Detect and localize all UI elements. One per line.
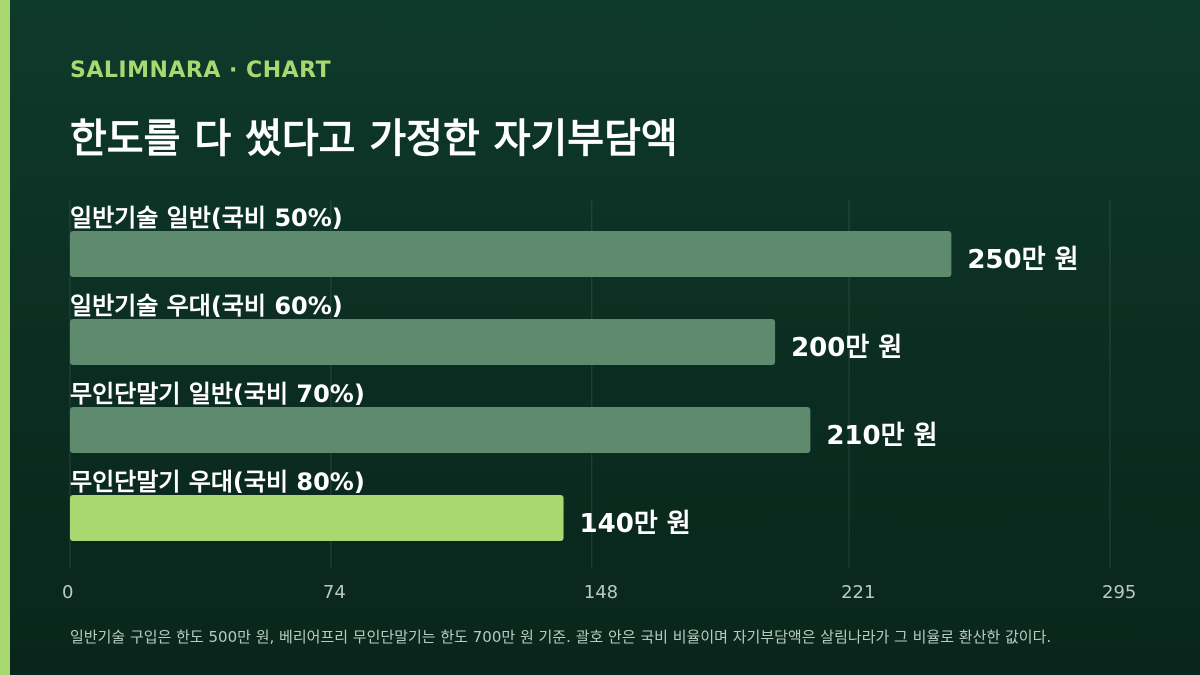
x-tick-label: 74 [323, 582, 346, 603]
chart-title: 한도를 다 썼다고 가정한 자기부담액 [70, 116, 678, 162]
bar-value-label: 140만 원 [580, 509, 691, 539]
bar-category-label: 일반기술 우대(국비 60%) [70, 292, 343, 320]
x-tick-label: 0 [62, 582, 73, 603]
bar [70, 495, 564, 541]
chart-footnote: 일반기술 구입은 한도 500만 원, 베리어프리 무인단말기는 한도 700만… [70, 628, 1052, 646]
x-tick-label: 148 [584, 582, 618, 603]
bar [70, 319, 776, 365]
x-tick-label: 295 [1102, 582, 1136, 603]
bar [70, 231, 952, 277]
x-tick-label: 221 [841, 582, 875, 603]
bar-value-label: 250만 원 [967, 245, 1078, 275]
bar-category-label: 무인단말기 일반(국비 70%) [70, 380, 365, 408]
bar-category-label: 무인단말기 우대(국비 80%) [70, 468, 365, 496]
bar-value-label: 200만 원 [791, 333, 902, 363]
bar-category-label: 일반기술 일반(국비 50%) [70, 204, 343, 232]
bar-value-label: 210만 원 [826, 421, 937, 451]
bar [70, 407, 811, 453]
accent-strip [0, 0, 10, 675]
chart-eyebrow: SALIMNARA · CHART [70, 58, 332, 83]
